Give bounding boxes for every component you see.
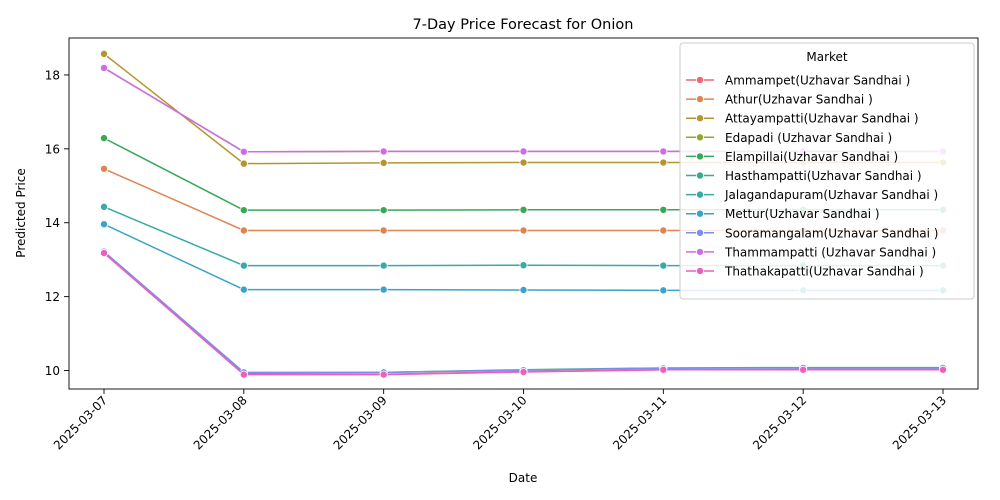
chart-title: 7-Day Price Forecast for Onion — [413, 17, 634, 33]
legend-entry: Thammampatti (Uzhavar Sandhai ) — [686, 245, 936, 259]
legend-entry: Ammampet(Uzhavar Sandhai ) — [686, 74, 910, 88]
legend-swatch-marker — [696, 114, 705, 123]
legend-label: Jalagandapuram(Uzhavar Sandhai ) — [724, 188, 938, 202]
legend-swatch-marker — [696, 133, 705, 142]
y-tick-label: 16 — [45, 142, 60, 156]
data-point — [239, 159, 248, 168]
legend-swatch-marker — [696, 247, 705, 256]
legend-entry: Thathakapatti(Uzhavar Sandhai ) — [686, 265, 924, 279]
legend-swatch-marker — [696, 228, 705, 237]
data-point — [659, 365, 668, 374]
legend-label: Ammampet(Uzhavar Sandhai ) — [725, 74, 910, 88]
data-point — [239, 147, 248, 156]
x-tick-label: 2025-03-12 — [750, 393, 809, 452]
legend-entry: Edapadi (Uzhavar Sandhai ) — [686, 131, 892, 145]
data-point — [519, 261, 528, 270]
legend-label: Edapadi (Uzhavar Sandhai ) — [725, 131, 892, 145]
legend-frame — [679, 42, 975, 300]
data-point — [379, 158, 388, 167]
data-point — [100, 134, 109, 143]
legend-label: Hasthampatti(Uzhavar Sandhai ) — [725, 169, 922, 183]
data-point — [379, 261, 388, 270]
y-tick-label: 14 — [45, 216, 60, 230]
legend-label: Thathakapatti(Uzhavar Sandhai ) — [724, 265, 924, 279]
data-point — [100, 249, 109, 258]
data-point — [659, 286, 668, 295]
legend-entries: Ammampet(Uzhavar Sandhai ) Athur(Uzhavar … — [686, 74, 939, 279]
legend-label: Athur(Uzhavar Sandhai ) — [725, 93, 873, 107]
legend-entry: Athur(Uzhavar Sandhai ) — [686, 93, 873, 107]
legend-swatch-marker — [696, 152, 705, 161]
data-point — [519, 147, 528, 156]
legend-swatch-marker — [696, 209, 705, 218]
legend-label: Attayampatti(Uzhavar Sandhai ) — [725, 112, 919, 126]
data-point — [100, 63, 109, 72]
legend-entry: Mettur(Uzhavar Sandhai ) — [686, 207, 880, 221]
x-tick-label: 2025-03-13 — [890, 393, 949, 452]
data-point — [100, 220, 109, 229]
data-point — [519, 226, 528, 235]
data-point — [239, 261, 248, 270]
x-tick-label: 2025-03-08 — [191, 393, 250, 452]
data-point — [379, 147, 388, 156]
legend-entry: Attayampatti(Uzhavar Sandhai ) — [686, 112, 919, 126]
legend-swatch-marker — [696, 95, 705, 104]
data-point — [100, 49, 109, 58]
data-point — [100, 164, 109, 173]
x-tick-label: 2025-03-11 — [610, 393, 669, 452]
data-point — [239, 370, 248, 379]
x-tick-label: 2025-03-07 — [51, 393, 110, 452]
data-point — [659, 205, 668, 214]
x-tick-label: 2025-03-10 — [470, 393, 529, 452]
data-point — [239, 206, 248, 215]
series — [100, 249, 948, 379]
legend-label: Sooramangalam(Uzhavar Sandhai ) — [725, 226, 939, 240]
legend-entry: Hasthampatti(Uzhavar Sandhai ) — [686, 169, 922, 183]
y-tick-label: 10 — [45, 364, 60, 378]
data-point — [239, 226, 248, 235]
data-point — [379, 285, 388, 294]
legend-title: Market — [806, 50, 848, 64]
legend-label: Mettur(Uzhavar Sandhai ) — [725, 207, 880, 221]
legend-label: Elampillai(Uzhavar Sandhai ) — [725, 150, 898, 164]
data-point — [519, 285, 528, 294]
data-point — [659, 226, 668, 235]
data-point — [379, 226, 388, 235]
legend-swatch-marker — [696, 76, 705, 85]
legend-entry: Sooramangalam(Uzhavar Sandhai ) — [686, 226, 939, 240]
legend-swatch-marker — [696, 266, 705, 275]
data-point — [519, 158, 528, 167]
y-axis: 10 12 14 16 18 — [45, 68, 69, 378]
data-point — [519, 368, 528, 377]
data-point — [659, 261, 668, 270]
data-point — [659, 147, 668, 156]
data-point — [659, 158, 668, 167]
y-axis-label: Predicted Price — [14, 168, 28, 257]
y-tick-label: 18 — [45, 68, 60, 82]
x-axis: 2025-03-07 2025-03-08 2025-03-09 2025-03-10… — [51, 389, 949, 452]
y-tick-label: 12 — [45, 290, 60, 304]
legend: Market Ammampet(Uzhavar Sandhai ) Athur(U… — [679, 42, 975, 300]
x-axis-label: Date — [509, 471, 538, 485]
data-point — [379, 206, 388, 215]
legend-label: Thammampatti (Uzhavar Sandhai ) — [724, 245, 936, 259]
data-point — [379, 370, 388, 379]
data-point — [239, 285, 248, 294]
legend-entry: Elampillai(Uzhavar Sandhai ) — [686, 150, 898, 164]
legend-swatch-marker — [696, 171, 705, 180]
data-point — [799, 365, 808, 374]
data-point — [519, 205, 528, 214]
data-point — [939, 365, 948, 374]
legend-swatch-marker — [696, 190, 705, 199]
x-tick-label: 2025-03-09 — [331, 393, 390, 452]
data-point — [100, 202, 109, 211]
legend-entry: Jalagandapuram(Uzhavar Sandhai ) — [686, 188, 938, 202]
